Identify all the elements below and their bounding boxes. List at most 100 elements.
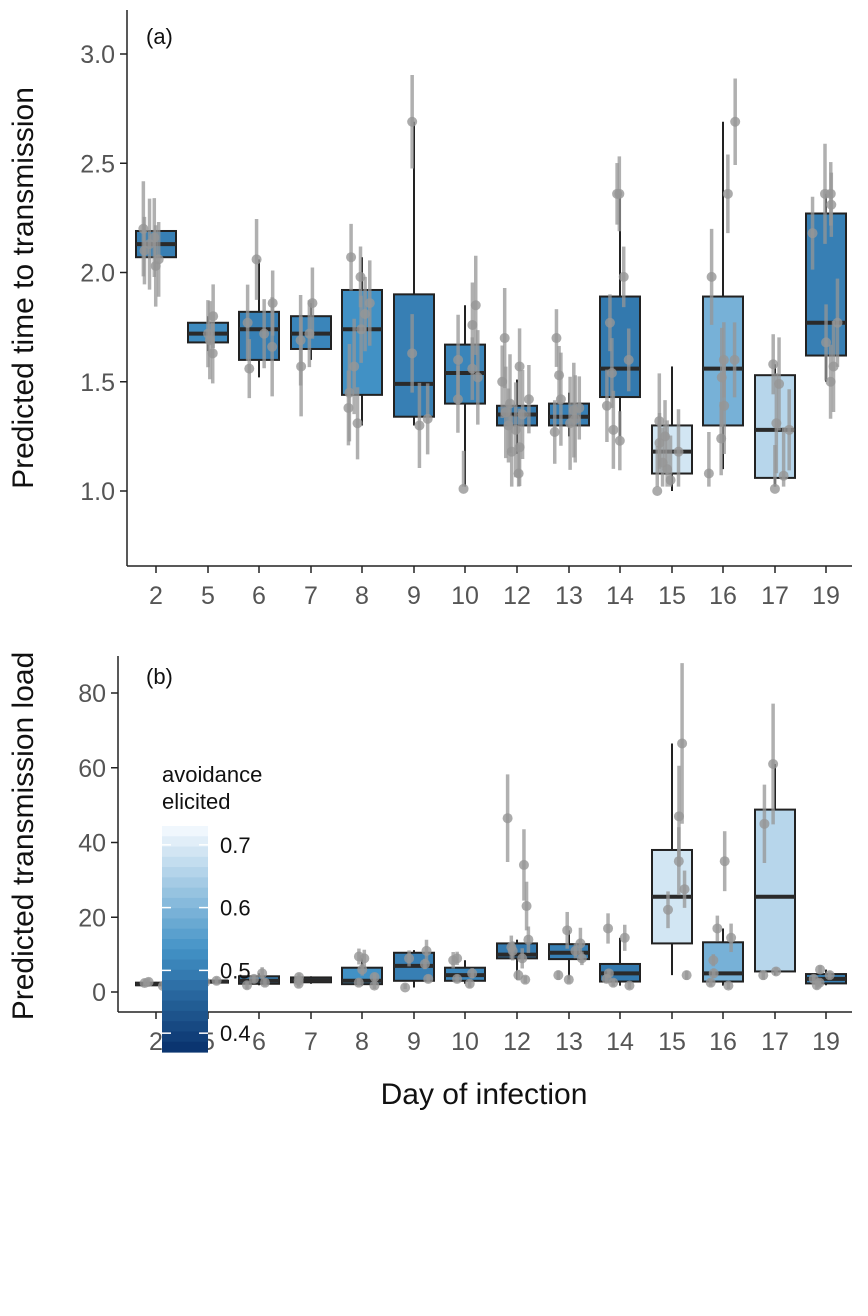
- point-marker: [623, 354, 634, 365]
- a-point-day-16: [716, 327, 727, 427]
- point-marker: [549, 427, 560, 438]
- point-marker: [514, 442, 525, 453]
- point-marker: [619, 932, 630, 943]
- a-point-day-13: [551, 309, 562, 367]
- point-marker: [467, 319, 478, 330]
- point-marker: [404, 953, 415, 964]
- point-marker: [346, 252, 357, 263]
- point-marker: [211, 975, 222, 986]
- b-x-tick-label: 12: [503, 1028, 531, 1056]
- b-point-day-17: [759, 784, 770, 863]
- b-point-day-5: [211, 975, 222, 986]
- legend-colorbar-segment: [162, 969, 208, 981]
- box-body: [754, 808, 796, 973]
- b-point-day-12: [517, 948, 528, 969]
- a-x-tick-label: 15: [658, 582, 686, 610]
- point-marker: [244, 363, 255, 374]
- point-marker: [706, 271, 717, 282]
- b-x-tick-label: 19: [812, 1028, 840, 1056]
- b-point-day-16: [705, 977, 716, 988]
- point-marker: [422, 413, 433, 424]
- legend-colorbar-segment: [162, 1031, 208, 1043]
- point-marker: [353, 951, 364, 962]
- a-point-day-13: [554, 345, 565, 405]
- point-marker: [506, 942, 517, 953]
- legend-colorbar-segment: [162, 980, 208, 991]
- b-x-tick-label: 10: [451, 1028, 479, 1056]
- a-point-day-10: [467, 282, 478, 368]
- point-marker: [657, 457, 668, 468]
- legend-colorbar-segment: [162, 1041, 208, 1053]
- b-x-tick-label: 6: [252, 1028, 266, 1056]
- a-point-day-12: [500, 366, 511, 459]
- b-point-day-10: [464, 978, 475, 989]
- a-x-tick-label: 17: [761, 582, 789, 610]
- a-point-day-10: [453, 314, 464, 406]
- a-x-tick-label: 16: [709, 582, 737, 610]
- point-marker: [407, 348, 418, 359]
- point-marker: [554, 370, 565, 381]
- b-point-day-16: [712, 915, 723, 942]
- point-marker: [703, 468, 714, 479]
- b-x-tick-label: 8: [355, 1028, 369, 1056]
- point-marker: [502, 813, 513, 824]
- point-marker: [353, 977, 364, 988]
- legend-colorbar-segment: [162, 918, 208, 930]
- point-marker: [618, 271, 629, 282]
- b-y-tick-label: 0: [92, 979, 106, 1007]
- point-marker: [603, 968, 614, 979]
- b-point-day-10: [452, 973, 463, 984]
- b-x-tick-label: 2: [149, 1028, 163, 1056]
- b-point-day-12: [513, 969, 524, 981]
- b-point-day-16: [708, 954, 719, 967]
- b-point-day-9: [423, 973, 434, 984]
- legend-colorbar-segment: [162, 939, 208, 950]
- point-marker: [523, 934, 534, 945]
- legend-colorbar-segment: [162, 1021, 208, 1033]
- point-marker: [719, 856, 730, 867]
- legend-colorbar-segment: [162, 897, 208, 909]
- a-point-day-15: [652, 446, 663, 496]
- a-x-tick-label: 19: [812, 582, 840, 610]
- b-point-day-19: [824, 970, 835, 981]
- b-point-day-7: [294, 972, 305, 983]
- legend-colorbar-segment: [162, 887, 208, 899]
- b-x-tick-label: 13: [555, 1028, 583, 1056]
- b-point-day-13: [562, 911, 573, 949]
- b-point-day-16: [708, 968, 719, 979]
- point-marker: [604, 317, 615, 328]
- b-x-tick-label: 16: [709, 1028, 737, 1056]
- point-marker: [423, 973, 434, 984]
- legend-title-line1: avoidance: [162, 762, 262, 787]
- point-marker: [521, 901, 532, 912]
- b-point-day-12: [521, 881, 532, 931]
- legend-colorbar-segment: [162, 908, 208, 920]
- a-point-day-10: [458, 450, 469, 494]
- point-marker: [553, 970, 564, 981]
- point-marker: [514, 361, 525, 372]
- point-marker: [681, 970, 692, 981]
- point-marker: [144, 239, 155, 250]
- b-point-day-19: [815, 964, 826, 975]
- a-point-day-9: [422, 383, 433, 455]
- a-x-tick-label: 6: [252, 582, 266, 610]
- a-point-day-19: [826, 172, 837, 237]
- b-y-tick-label: 80: [78, 680, 106, 708]
- b-point-day-8: [369, 972, 380, 983]
- point-marker: [768, 759, 779, 770]
- b-point-day-13: [553, 970, 564, 981]
- point-marker: [774, 378, 785, 389]
- a-point-day-14: [614, 156, 625, 232]
- b-point-day-6: [257, 967, 268, 980]
- b-x-tick-label: 14: [606, 1028, 634, 1056]
- point-marker: [500, 407, 511, 418]
- panel-b-y-axis-title: Predicted transmission load: [7, 652, 40, 1021]
- point-marker: [143, 976, 154, 987]
- a-point-day-8: [349, 318, 360, 415]
- point-marker: [705, 977, 716, 988]
- b-point-day-12: [502, 774, 513, 863]
- legend-tick-label: 0.4: [220, 1021, 251, 1046]
- legend-tick-label: 0.6: [220, 896, 251, 921]
- b-point-day-13: [570, 943, 581, 959]
- point-marker: [729, 354, 740, 365]
